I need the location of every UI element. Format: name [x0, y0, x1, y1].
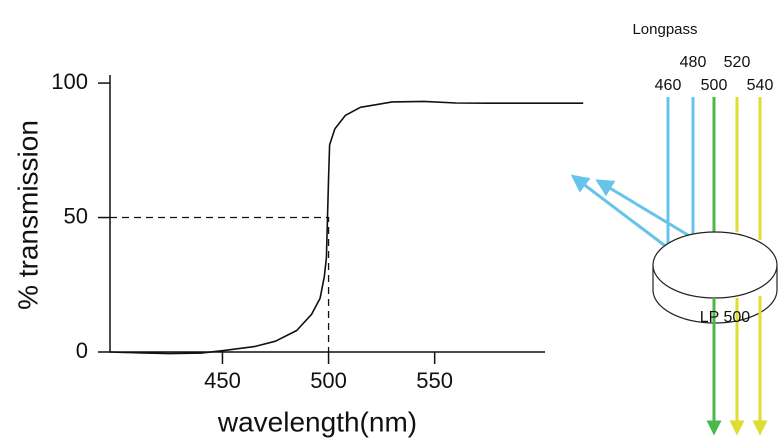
y-tick-label: 100 — [51, 69, 88, 94]
wavelength-label: 520 — [724, 54, 751, 71]
x-axis-title: wavelength(nm) — [217, 406, 417, 437]
chart: 0 50 100 450 500 550 wavelength(nm) % transmiss… — [12, 69, 584, 437]
rays — [570, 97, 762, 252]
transmission-curve — [109, 100, 584, 355]
filter-title: Longpass — [632, 21, 697, 38]
x-tick-label: 500 — [310, 368, 347, 393]
filter-label: LP 500 — [700, 309, 751, 326]
wavelength-label: 460 — [655, 77, 682, 94]
y-tick-label: 50 — [64, 203, 88, 228]
reflected-ray — [570, 97, 670, 252]
y-tick-label: 0 — [76, 338, 88, 363]
filter-diagram: Longpass 460 480 500 520 540 LP 500 — [570, 21, 778, 436]
x-tick-label: 450 — [204, 368, 241, 393]
transmitted-rays — [706, 296, 768, 436]
wavelength-label: 500 — [701, 77, 728, 94]
x-tick-label: 550 — [416, 368, 453, 393]
y-axis-title: % transmission — [12, 120, 43, 310]
wavelength-label: 480 — [680, 54, 707, 71]
wavelength-label: 540 — [747, 77, 774, 94]
reflected-ray — [595, 97, 695, 241]
threshold-line — [110, 216, 330, 352]
filter-top — [652, 231, 778, 299]
